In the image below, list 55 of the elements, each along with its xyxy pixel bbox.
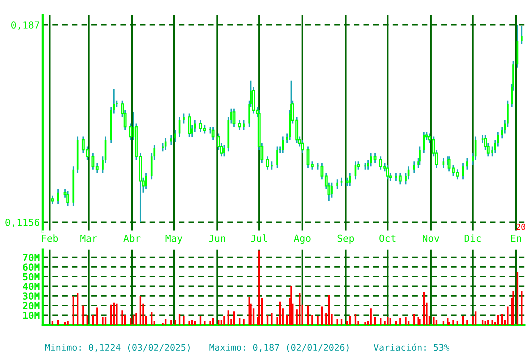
candlestick [282,136,284,154]
candlestick [456,168,460,180]
x-tick-label: Nov [423,234,440,242]
x-tick-label: Ago [294,234,311,244]
x-tick-label: Feb [42,234,58,242]
candlestick [183,113,185,124]
candlestick [92,152,95,171]
candlestick [413,160,416,174]
candlestick [188,113,192,138]
candlestick [466,158,468,171]
candlestick [374,152,377,164]
y-tick-label: 50M [23,273,40,281]
x-tick-label: Abr [124,234,141,242]
y-tick-label: 30M [23,292,40,300]
y-tick-label: 40M [23,282,40,290]
candlestick [398,172,402,186]
candlestick [82,136,85,154]
candlestick [521,26,523,46]
candlestick [232,108,236,128]
x-tick-label: Jun [209,234,226,242]
x-tick-label: Oct [380,234,396,242]
text: Maximo: 0,187 (02/01/2026) [210,344,349,352]
y-tick-label: 70M [23,254,40,262]
candlestick [174,130,176,143]
candlestick [224,144,226,158]
y-tick-label: 0,187 [12,22,40,30]
x-tick-label: En [511,234,522,242]
candlestick [336,178,338,190]
candlestick [170,134,172,146]
candlestick [331,182,333,199]
x-tick-label: Sep [338,234,354,244]
text: Variación: 53% [374,344,450,352]
candlestick [379,156,382,171]
candlestick [271,160,273,171]
candlestick [386,164,390,180]
candlestick [276,146,278,169]
x-tick-label: Dic [464,234,481,242]
text: Minimo: 0,1224 (03/02/2025) [45,344,190,352]
candlestick [199,120,202,133]
candlestick [66,190,70,207]
candlestick [349,172,352,187]
candlestick [301,139,304,154]
candlestick [194,120,196,133]
candlestick [162,142,164,152]
y-tick-label: 60M [23,264,40,272]
y-tick-label: 10M [23,312,40,320]
x-tick-label: Mar [80,234,98,242]
candlestick [212,126,215,142]
candlestick [238,120,242,132]
x-tick-label: Jul [251,234,268,242]
candlestick [423,131,426,154]
candlestick [370,152,372,168]
y-tick-label: 20M [23,302,40,310]
x-tick-label: May [166,234,183,244]
y-tick-label: 0,1156 [6,218,40,228]
